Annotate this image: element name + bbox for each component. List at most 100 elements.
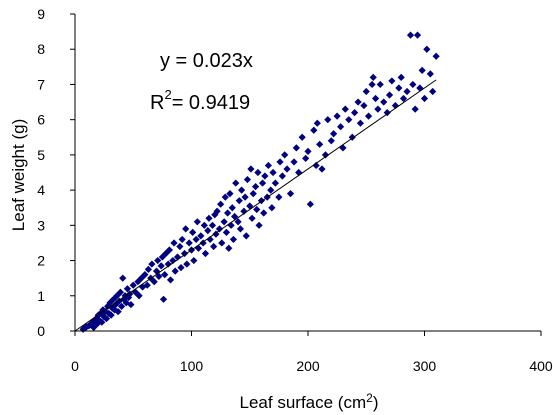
data-point <box>260 209 268 217</box>
data-point <box>255 221 263 229</box>
data-point <box>101 308 109 316</box>
data-point <box>423 45 431 53</box>
data-point <box>302 154 310 163</box>
data-point <box>276 158 284 166</box>
data-point <box>143 281 151 289</box>
data-point <box>234 218 242 226</box>
y-tick-label: 5 <box>37 147 45 163</box>
data-point <box>356 119 365 127</box>
data-point <box>395 84 403 92</box>
data-point <box>221 193 229 201</box>
data-point <box>157 262 165 270</box>
data-point <box>247 165 255 173</box>
y-axis-title: Leaf weight (g) <box>9 119 28 231</box>
data-point <box>399 94 408 103</box>
data-point <box>106 299 114 307</box>
r-squared-value: = 0.9419 <box>172 92 250 114</box>
data-point <box>229 235 238 244</box>
data-point <box>176 242 184 251</box>
data-point <box>351 109 359 117</box>
data-point <box>166 276 175 284</box>
data-point <box>218 239 226 247</box>
data-point <box>290 158 298 166</box>
x-axis-title-close: ) <box>373 393 379 412</box>
data-point <box>283 165 291 173</box>
data-point <box>220 218 228 226</box>
data-point <box>261 172 269 180</box>
data-point <box>385 91 394 99</box>
data-point <box>200 221 208 229</box>
data-point <box>333 112 341 120</box>
data-point <box>304 147 312 155</box>
data-point <box>327 137 335 145</box>
data-point <box>173 253 182 261</box>
data-point <box>258 179 267 187</box>
data-point <box>135 292 143 300</box>
data-point <box>241 193 249 201</box>
data-point <box>376 80 384 89</box>
data-point <box>354 98 362 106</box>
data-point <box>154 256 162 265</box>
data-point <box>98 318 106 326</box>
data-point <box>111 306 119 314</box>
data-point <box>249 190 257 198</box>
data-point <box>112 300 120 309</box>
y-tick-label: 2 <box>37 253 45 269</box>
data-point <box>152 267 161 275</box>
data-point <box>231 212 239 221</box>
data-point <box>148 260 156 268</box>
data-point <box>281 151 289 159</box>
data-point <box>224 209 232 217</box>
data-point <box>360 101 368 110</box>
data-point <box>215 225 224 233</box>
r-squared-superscript: 2 <box>164 87 171 102</box>
data-point <box>171 267 179 275</box>
data-point <box>119 274 127 282</box>
data-point <box>197 232 205 240</box>
data-point <box>129 281 137 289</box>
data-point <box>345 116 353 124</box>
y-tick-label: 6 <box>37 112 45 128</box>
data-point <box>235 197 243 205</box>
data-point <box>92 315 100 323</box>
data-point <box>321 151 330 159</box>
data-point <box>337 123 345 131</box>
data-point <box>268 204 276 212</box>
data-point <box>310 126 318 134</box>
data-point <box>108 304 116 312</box>
y-tick-label: 9 <box>37 6 45 22</box>
data-point <box>104 302 112 310</box>
x-tick-label: 200 <box>296 358 320 374</box>
data-point <box>251 182 260 191</box>
data-point <box>429 87 437 96</box>
data-point <box>253 205 261 214</box>
data-point <box>118 302 126 310</box>
data-point <box>183 260 191 268</box>
data-point <box>105 309 113 317</box>
data-point <box>225 244 233 252</box>
r-squared-prefix: R <box>150 92 164 114</box>
data-point <box>204 227 212 235</box>
x-axis-title-text: Leaf surface (cm <box>240 393 367 412</box>
data-point <box>403 87 411 96</box>
data-point <box>102 315 111 323</box>
trendline <box>74 79 437 332</box>
data-point <box>226 190 234 198</box>
data-point <box>165 246 173 254</box>
data-point <box>409 80 417 89</box>
data-point <box>213 207 221 215</box>
data-point <box>161 271 169 279</box>
y-tick-label: 4 <box>37 182 45 198</box>
y-tick-label: 8 <box>37 41 45 57</box>
data-point <box>240 207 248 215</box>
data-point <box>246 202 254 210</box>
data-point <box>330 130 338 138</box>
data-point <box>418 66 426 74</box>
data-point <box>141 271 149 279</box>
data-point <box>243 175 252 184</box>
data-point <box>432 52 440 60</box>
data-point <box>267 186 275 194</box>
x-tick-label: 300 <box>413 358 437 374</box>
trendline-equation: y = 0.023x <box>160 50 253 72</box>
